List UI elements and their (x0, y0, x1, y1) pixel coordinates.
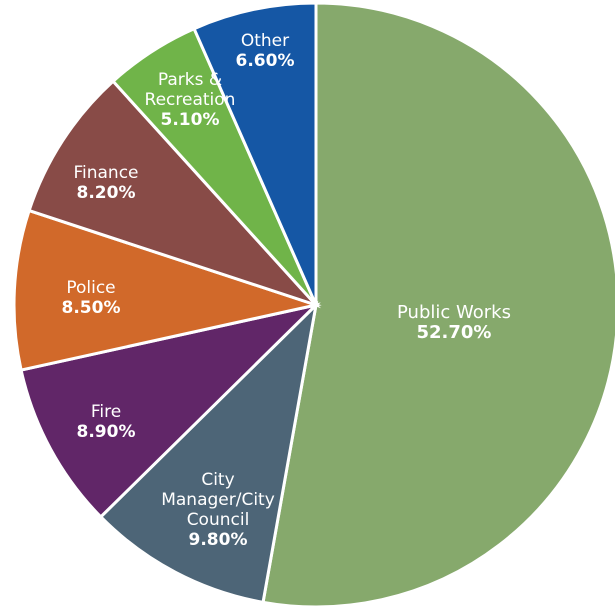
slice-label: Public Works (397, 302, 511, 323)
slice-label: Council (187, 510, 250, 530)
pie-slice-0 (261, 1, 615, 609)
slice-label: Fire (91, 402, 121, 422)
slice-label: Police (66, 278, 115, 298)
slice-label: Finance (73, 163, 138, 183)
slice-value: 5.10% (161, 110, 220, 130)
pie-slices (12, 1, 615, 609)
slice-value: 9.80% (189, 530, 248, 550)
slice-label: City (201, 470, 234, 490)
slice-value: 6.60% (236, 51, 295, 71)
pie-slice-6 (192, 1, 318, 306)
pie-slice-4 (27, 79, 321, 309)
slice-value: 8.90% (77, 422, 136, 442)
slice-value: 8.20% (77, 183, 136, 203)
slice-label: Manager/City (161, 490, 275, 510)
pie-slice-1 (98, 300, 319, 605)
pie-slice-2 (19, 302, 321, 519)
slice-value: 8.50% (62, 298, 121, 318)
slice-label: Parks & (158, 70, 222, 90)
slice-label: Other (241, 31, 289, 51)
slice-label: Recreation (145, 90, 236, 110)
slice-value: 52.70% (417, 322, 492, 343)
pie-slice-3 (12, 208, 322, 372)
